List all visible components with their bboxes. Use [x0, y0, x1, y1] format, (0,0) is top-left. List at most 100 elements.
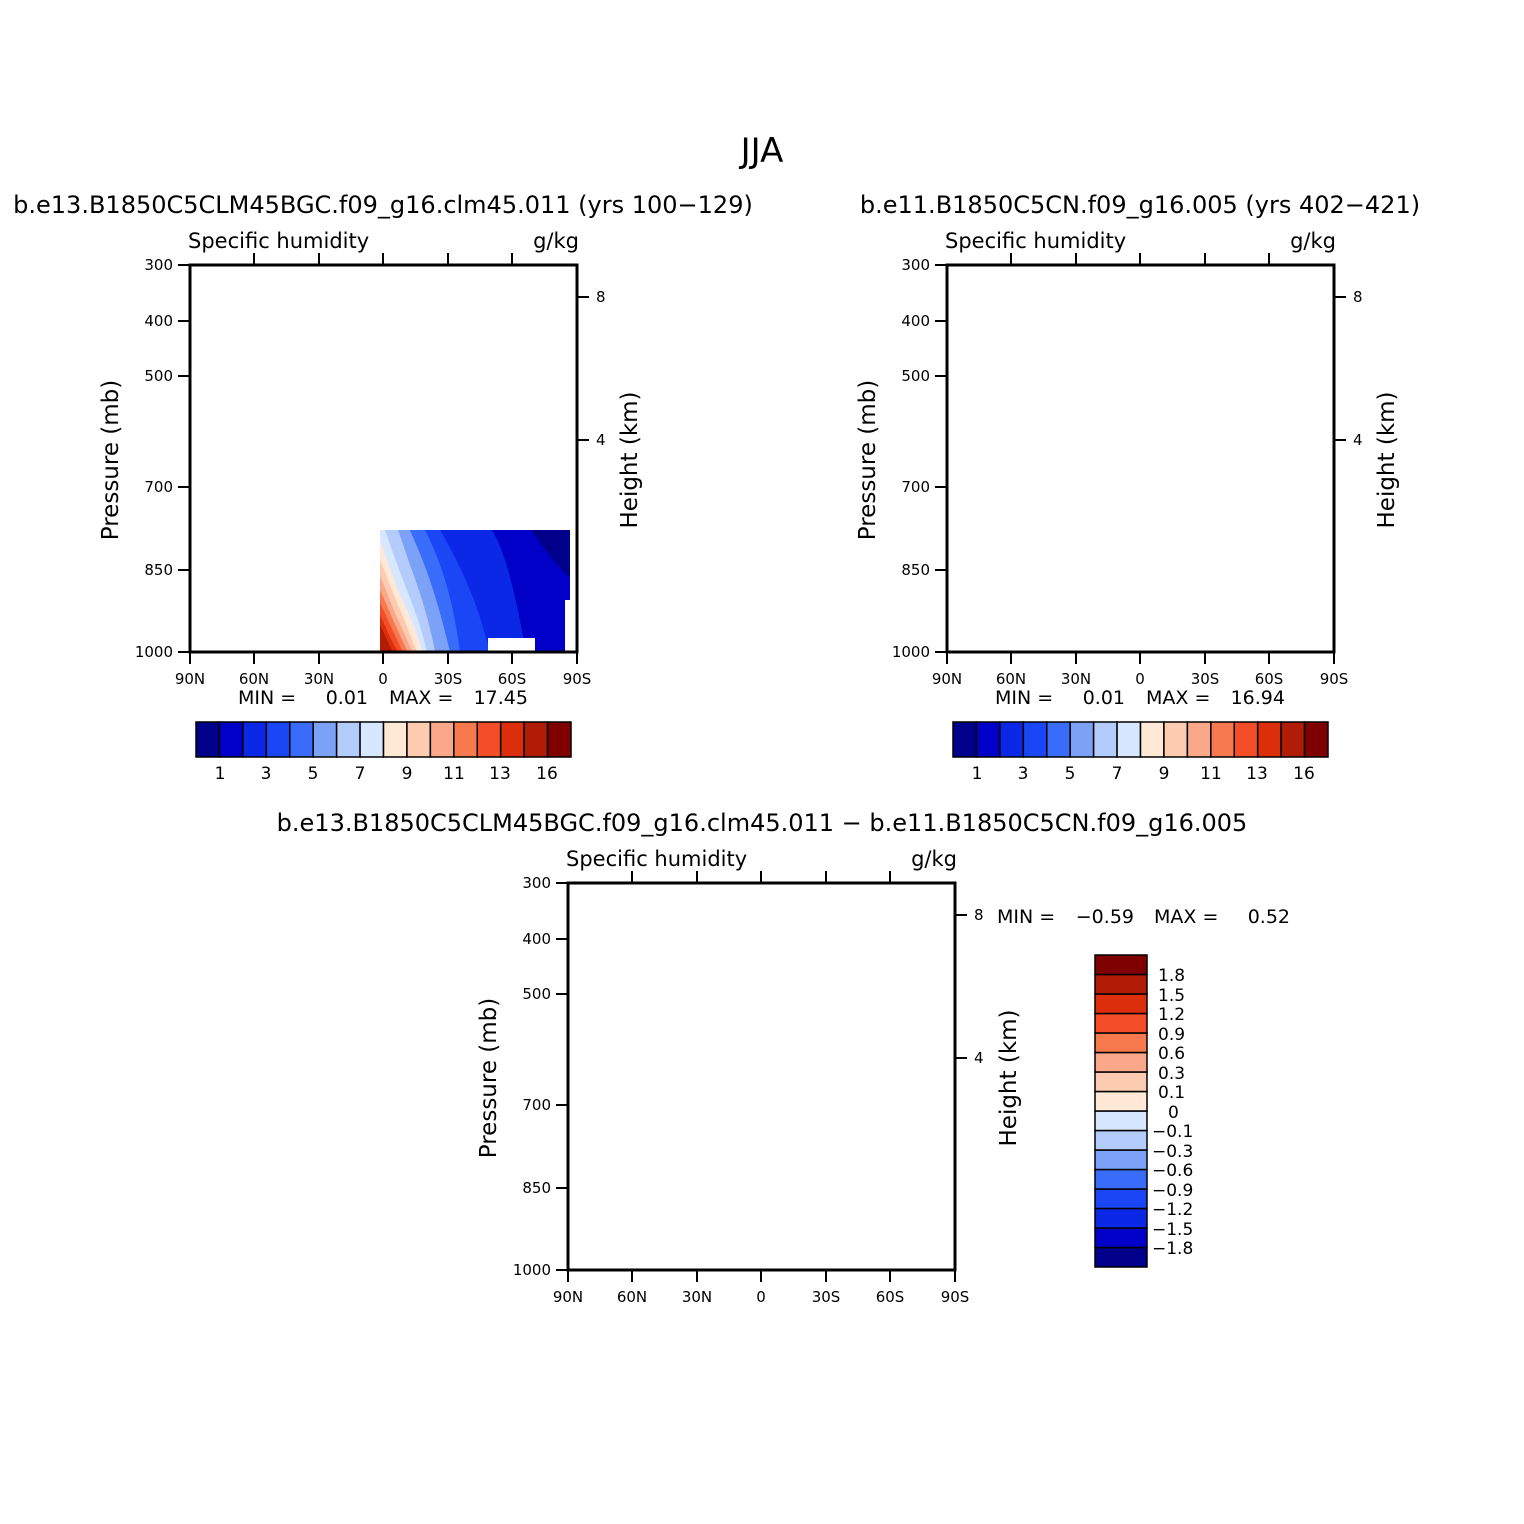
x-tick-label: 90N	[175, 670, 205, 688]
colorbar-swatch	[1094, 1227, 1148, 1249]
colorbar-swatch	[1046, 721, 1071, 758]
colorbar-swatch	[1069, 721, 1095, 758]
colorbar-swatch	[1094, 1129, 1148, 1151]
colorbar-swatch	[999, 721, 1025, 758]
colorbar-swatch	[453, 721, 478, 758]
contour-field	[947, 265, 1334, 652]
y-tick-label: 400	[522, 930, 551, 948]
colorbar-swatch	[312, 721, 338, 758]
panel-title: b.e13.B1850C5CLM45BGC.f09_g16.clm45.011 …	[13, 191, 753, 219]
panel-title: b.e13.B1850C5CLM45BGC.f09_g16.clm45.011 …	[277, 809, 1248, 837]
colorbar-label: 11	[443, 764, 465, 784]
colorbar-label: 0	[1168, 1103, 1179, 1123]
colorbar-swatch	[1094, 1149, 1148, 1171]
colorbar-swatch	[382, 721, 408, 758]
colorbar-swatch	[1094, 1110, 1148, 1132]
colorbar-label: 13	[489, 764, 511, 784]
colorbar-label: −1.5	[1152, 1220, 1193, 1240]
colorbar-swatch	[1094, 954, 1148, 976]
units-label: g/kg	[1290, 229, 1336, 253]
variable-label: Specific humidity	[945, 229, 1126, 253]
y-axis-ticks	[556, 882, 967, 1271]
y-axis-ticks	[935, 264, 1346, 653]
colorbar-swatch	[1094, 973, 1148, 995]
colorbar-swatch	[1210, 721, 1235, 758]
colorbar-label: 1.8	[1158, 966, 1185, 986]
colorbar-label: −0.6	[1152, 1161, 1193, 1181]
colorbar-label: 13	[1246, 764, 1268, 784]
colorbar-label: 7	[355, 764, 366, 784]
y-tick-label: 700	[522, 1096, 551, 1114]
height-tick-label: 8	[1353, 288, 1363, 306]
colorbar-swatch	[1094, 1032, 1148, 1054]
panel-top-left: b.e13.B1850C5CLM45BGC.f09_g16.clm45.011 …	[13, 191, 753, 784]
y-tick-label: 300	[144, 256, 173, 274]
x-tick-labels: 90N 60N 30N 0 30S 60S 90S	[932, 670, 1348, 688]
y-right-tick-labels: 8 4	[1353, 288, 1363, 449]
y-tick-label: 400	[901, 312, 930, 330]
colorbar-swatch	[359, 721, 385, 758]
contour-field	[380, 530, 577, 652]
x-tick-label: 0	[756, 1288, 766, 1306]
figure-title: JJA	[739, 131, 784, 171]
colorbar-swatch	[218, 721, 244, 758]
y-tick-labels: 300 400 500 700 850 1000	[513, 874, 551, 1279]
colorbar-swatch	[952, 721, 978, 758]
x-tick-label: 90N	[932, 670, 962, 688]
colorbar-swatch	[265, 721, 291, 758]
colorbar-label: −1.2	[1152, 1200, 1193, 1220]
colorbar-swatch	[1303, 721, 1329, 758]
min-max-readout: MIN = 0.01 MAX = 16.94	[995, 687, 1285, 709]
x-axis-ticks	[946, 253, 1335, 664]
colorbar-swatch	[242, 721, 268, 758]
x-tick-labels: 90N 60N 30N 0 30S 60S 90S	[175, 670, 591, 688]
y-tick-label: 300	[522, 874, 551, 892]
x-axis-ticks	[567, 871, 956, 1282]
colorbar-labels: 1 3 5 7 9 11 13 16	[215, 764, 558, 784]
colorbar-label: 3	[261, 764, 272, 784]
y-tick-label: 700	[901, 478, 930, 496]
y-tick-labels: 300 400 500 700 850 1000	[892, 256, 930, 661]
variable-label: Specific humidity	[188, 229, 369, 253]
y-axis-right-label: Height (km)	[996, 1009, 1022, 1146]
colorbar-swatch	[1139, 721, 1165, 758]
colorbar-label: 1	[215, 764, 226, 784]
colorbar-swatch	[195, 721, 221, 758]
colorbar-label: 0.9	[1158, 1025, 1185, 1045]
colorbar-swatch	[975, 721, 1001, 758]
y-axis-ticks	[178, 264, 589, 653]
y-tick-label: 300	[901, 256, 930, 274]
y-tick-label: 500	[522, 985, 551, 1003]
y-axis-label: Pressure (mb)	[476, 998, 502, 1158]
min-label: MIN =	[238, 687, 296, 709]
x-tick-label: 30N	[682, 1288, 712, 1306]
colorbar-label: 1.2	[1158, 1005, 1185, 1025]
colorbar-label: 1	[972, 764, 983, 784]
min-label: MIN =	[995, 687, 1053, 709]
y-tick-label: 850	[522, 1179, 551, 1197]
colorbar-labels: 1.8 1.5 1.2 0.9 0.6 0.3 0.1 0 −0.1 −0.3 …	[1152, 966, 1193, 1259]
colorbar-swatch	[523, 721, 549, 758]
colorbar-swatch	[1094, 1071, 1148, 1093]
colorbar-swatch	[1280, 721, 1306, 758]
colorbar-label: 16	[1293, 764, 1315, 784]
colorbar-swatch	[1256, 721, 1282, 758]
colorbar-swatch	[1094, 1012, 1148, 1034]
units-label: g/kg	[911, 847, 957, 871]
x-tick-label: 30N	[304, 670, 334, 688]
colorbar-label: 16	[536, 764, 558, 784]
x-tick-label: 60S	[498, 670, 527, 688]
x-tick-label: 30N	[1061, 670, 1091, 688]
height-tick-label: 8	[974, 906, 984, 924]
colorbar	[195, 721, 572, 758]
min-value: −0.59	[1076, 906, 1134, 928]
x-tick-label: 60N	[239, 670, 269, 688]
max-label: MAX =	[1146, 687, 1210, 709]
min-value: 0.01	[1083, 687, 1125, 709]
colorbar-label: 3	[1018, 764, 1029, 784]
colorbar-swatch	[1116, 721, 1142, 758]
colorbar-swatch	[1094, 1168, 1148, 1190]
max-value: 0.52	[1248, 906, 1290, 928]
x-tick-label: 60N	[996, 670, 1026, 688]
panel-top-right: b.e11.B1850C5CN.f09_g16.005 (yrs 402−421…	[855, 191, 1420, 784]
